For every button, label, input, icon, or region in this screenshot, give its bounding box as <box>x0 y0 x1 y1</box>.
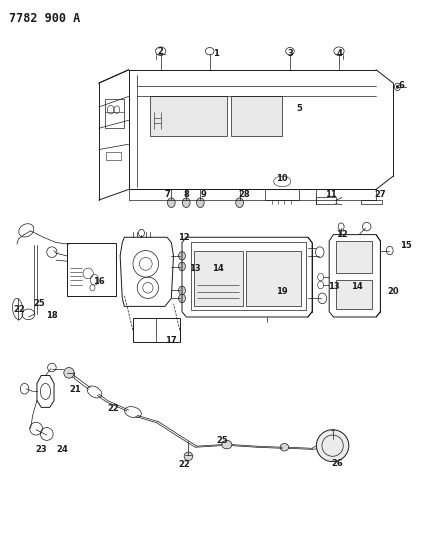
Ellipse shape <box>64 368 74 378</box>
Ellipse shape <box>386 246 393 255</box>
Bar <box>361 199 382 204</box>
Ellipse shape <box>182 198 190 207</box>
Text: 7: 7 <box>164 190 170 199</box>
Text: 14: 14 <box>212 264 224 272</box>
Ellipse shape <box>222 440 232 449</box>
Ellipse shape <box>178 262 185 271</box>
Text: 22: 22 <box>178 461 190 469</box>
Text: 26: 26 <box>332 459 344 467</box>
Text: 22: 22 <box>13 304 25 313</box>
Text: 13: 13 <box>189 264 201 272</box>
Text: 5: 5 <box>296 103 302 112</box>
Text: 20: 20 <box>387 287 399 296</box>
Bar <box>107 152 122 160</box>
Ellipse shape <box>178 286 185 295</box>
Ellipse shape <box>395 83 401 91</box>
Bar <box>246 251 301 306</box>
Ellipse shape <box>178 252 185 260</box>
Text: 19: 19 <box>276 287 288 296</box>
Bar <box>336 241 372 273</box>
Bar <box>193 251 243 306</box>
Text: 22: 22 <box>107 404 119 413</box>
Text: 3: 3 <box>288 50 294 58</box>
Ellipse shape <box>316 430 349 462</box>
Text: 12: 12 <box>336 230 348 239</box>
Bar <box>150 96 227 136</box>
Text: 9: 9 <box>200 190 206 199</box>
Ellipse shape <box>396 85 399 88</box>
Bar <box>133 318 180 342</box>
Text: 21: 21 <box>69 385 81 394</box>
Bar <box>316 197 336 204</box>
Text: 2: 2 <box>158 47 163 55</box>
Text: 23: 23 <box>36 446 47 455</box>
Ellipse shape <box>196 198 204 207</box>
Ellipse shape <box>280 443 288 451</box>
Text: 17: 17 <box>166 336 177 345</box>
Bar <box>190 242 306 310</box>
Ellipse shape <box>167 198 175 207</box>
Text: 10: 10 <box>276 174 288 183</box>
Bar <box>336 280 372 309</box>
Text: 4: 4 <box>337 50 343 58</box>
Ellipse shape <box>236 198 244 207</box>
Ellipse shape <box>178 294 185 303</box>
Bar <box>67 243 116 296</box>
Text: 15: 15 <box>400 241 412 250</box>
Text: 18: 18 <box>46 311 58 320</box>
Text: 27: 27 <box>374 190 386 199</box>
Text: 8: 8 <box>183 190 189 199</box>
Bar <box>105 99 125 128</box>
Text: 6: 6 <box>399 81 404 90</box>
Text: 7782 900 A: 7782 900 A <box>9 12 80 26</box>
Text: 16: 16 <box>93 277 105 286</box>
Text: 13: 13 <box>328 282 339 291</box>
Text: 1: 1 <box>213 50 219 58</box>
Text: 12: 12 <box>178 233 190 242</box>
Text: 25: 25 <box>33 299 45 308</box>
Ellipse shape <box>184 452 193 461</box>
Bar <box>231 96 282 136</box>
Text: 11: 11 <box>325 190 337 199</box>
Text: 24: 24 <box>56 446 68 455</box>
Text: 25: 25 <box>217 437 229 446</box>
Text: 14: 14 <box>351 282 363 291</box>
Text: 28: 28 <box>238 190 250 199</box>
